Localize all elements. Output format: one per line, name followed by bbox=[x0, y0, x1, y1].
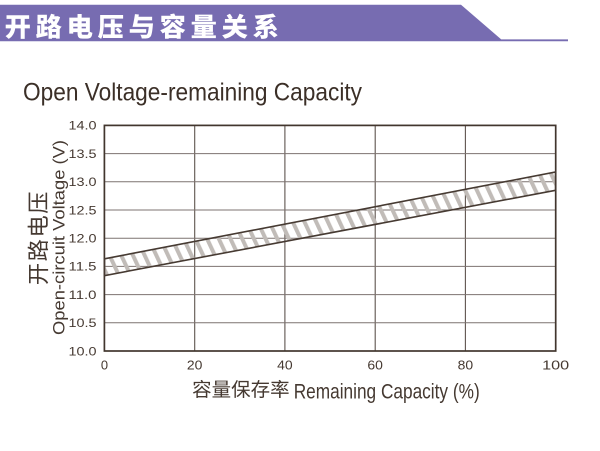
svg-text:60: 60 bbox=[367, 358, 383, 373]
svg-text:100: 100 bbox=[542, 358, 569, 373]
svg-text:10.5: 10.5 bbox=[69, 318, 97, 330]
svg-text:11.0: 11.0 bbox=[69, 290, 97, 302]
svg-text:40: 40 bbox=[277, 358, 293, 373]
svg-text:14.0: 14.0 bbox=[69, 121, 97, 133]
svg-text:12.5: 12.5 bbox=[69, 205, 97, 217]
svg-text:13.5: 13.5 bbox=[69, 149, 97, 161]
svg-text:11.5: 11.5 bbox=[69, 262, 97, 274]
svg-text:0: 0 bbox=[101, 358, 108, 373]
svg-text:10.0: 10.0 bbox=[69, 346, 97, 358]
svg-text:Open Voltage-remaining Capacit: Open Voltage-remaining Capacity bbox=[23, 80, 363, 107]
svg-text:80: 80 bbox=[458, 358, 474, 373]
svg-text:20: 20 bbox=[187, 358, 203, 373]
svg-text:13.0: 13.0 bbox=[69, 177, 97, 189]
svg-text:12.0: 12.0 bbox=[69, 234, 97, 246]
svg-text:Remaining Capacity (%): Remaining Capacity (%) bbox=[294, 380, 480, 404]
svg-text:Open-circuit Voltage (V): Open-circuit Voltage (V) bbox=[50, 140, 69, 335]
